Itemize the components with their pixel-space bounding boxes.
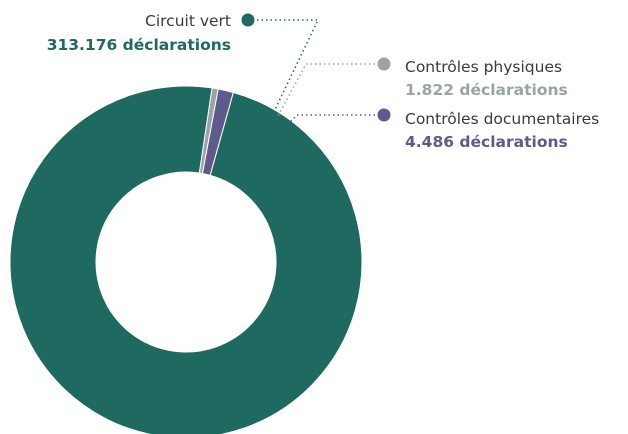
leader-line-controles-documentaires xyxy=(287,114,384,125)
slice-circuit-vert xyxy=(9,85,363,434)
slice-value-controles-physiques: 1.822 déclarations xyxy=(405,81,568,99)
marker-circuit-vert xyxy=(241,13,255,27)
marker-controles-documentaires xyxy=(377,108,391,122)
slice-label-circuit-vert: Circuit vert xyxy=(145,12,231,30)
marker-controles-physiques xyxy=(377,57,391,71)
label-controles-physiques: Contrôles physiques 1.822 déclarations xyxy=(277,57,568,117)
leader-line-circuit-vert xyxy=(248,19,320,121)
slice-label-controles-documentaires: Contrôles documentaires xyxy=(405,110,599,128)
slice-value-controles-documentaires: 4.486 déclarations xyxy=(405,133,568,151)
leader-line-controles-physiques xyxy=(277,63,384,117)
slice-label-controles-physiques: Contrôles physiques xyxy=(405,58,562,76)
label-circuit-vert: Circuit vert 313.176 déclarations xyxy=(47,12,320,121)
donut-slices xyxy=(9,85,363,434)
slice-value-circuit-vert: 313.176 déclarations xyxy=(47,36,231,54)
label-controles-documentaires: Contrôles documentaires 4.486 déclaratio… xyxy=(287,108,599,151)
